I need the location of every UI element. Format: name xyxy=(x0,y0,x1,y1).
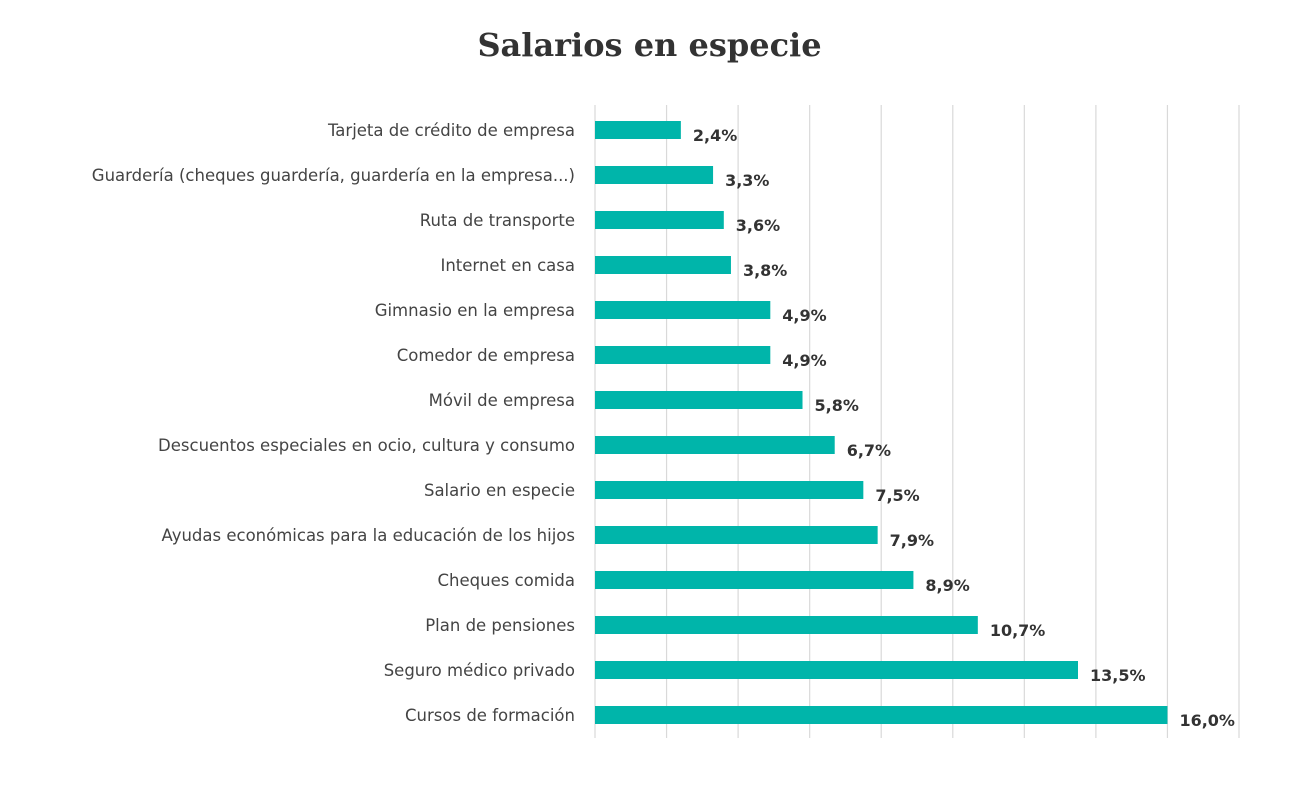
bar xyxy=(595,211,724,229)
bar xyxy=(595,391,803,409)
data-label: 16,0% xyxy=(1179,711,1235,730)
data-label: 4,9% xyxy=(782,351,826,370)
category-label: Ruta de transporte xyxy=(420,211,575,230)
category-label: Cursos de formación xyxy=(405,706,575,725)
category-label: Guardería (cheques guardería, guardería … xyxy=(92,166,575,185)
category-label: Seguro médico privado xyxy=(384,661,575,680)
bar xyxy=(595,616,978,634)
data-label: 6,7% xyxy=(847,441,891,460)
category-label: Tarjeta de crédito de empresa xyxy=(327,121,575,140)
data-label: 7,9% xyxy=(890,531,934,550)
data-label: 8,9% xyxy=(925,576,969,595)
bar xyxy=(595,706,1168,724)
bar xyxy=(595,571,914,589)
data-label: 7,5% xyxy=(875,486,919,505)
category-label: Plan de pensiones xyxy=(425,616,575,635)
data-label: 2,4% xyxy=(693,126,737,145)
bar xyxy=(595,121,681,139)
bar xyxy=(595,256,731,274)
bar xyxy=(595,661,1078,679)
category-label: Salario en especie xyxy=(424,481,575,500)
bar xyxy=(595,526,878,544)
data-label: 5,8% xyxy=(815,396,859,415)
bar xyxy=(595,301,771,319)
bar xyxy=(595,436,835,454)
bar xyxy=(595,346,771,364)
category-label: Móvil de empresa xyxy=(429,391,575,410)
category-label: Internet en casa xyxy=(440,256,575,275)
category-label: Descuentos especiales en ocio, cultura y… xyxy=(158,436,575,455)
data-label: 10,7% xyxy=(990,621,1046,640)
bar xyxy=(595,166,714,184)
data-label: 13,5% xyxy=(1090,666,1146,685)
category-label: Comedor de empresa xyxy=(397,346,575,365)
data-label: 3,6% xyxy=(736,216,780,235)
data-label: 3,3% xyxy=(725,171,769,190)
bar xyxy=(595,481,864,499)
chart-title: Salarios en especie xyxy=(477,26,822,64)
category-label: Cheques comida xyxy=(438,571,575,590)
category-label: Ayudas económicas para la educación de l… xyxy=(162,526,575,545)
data-label: 3,8% xyxy=(743,261,787,280)
data-label: 4,9% xyxy=(782,306,826,325)
category-label: Gimnasio en la empresa xyxy=(375,301,575,320)
